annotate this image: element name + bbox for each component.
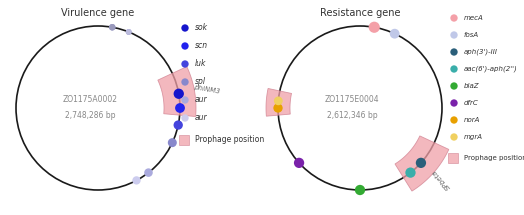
Point xyxy=(181,26,189,30)
Point xyxy=(450,84,458,88)
Point xyxy=(450,67,458,71)
Point xyxy=(274,106,282,110)
Point xyxy=(181,116,189,120)
Text: ZO1175A0002: ZO1175A0002 xyxy=(62,95,117,104)
Point xyxy=(406,171,414,174)
Point xyxy=(356,188,364,192)
Text: 2,612,346 bp: 2,612,346 bp xyxy=(326,112,377,120)
Text: mgrA: mgrA xyxy=(464,134,483,140)
Point xyxy=(450,16,458,20)
Point xyxy=(417,161,425,165)
Text: mecA: mecA xyxy=(464,15,484,21)
Bar xyxy=(179,135,189,145)
Text: norA: norA xyxy=(464,117,481,123)
Point xyxy=(174,92,183,95)
Point xyxy=(125,30,133,34)
Text: 2,748,286 bp: 2,748,286 bp xyxy=(65,112,115,120)
Point xyxy=(181,44,189,48)
Text: scn: scn xyxy=(195,41,208,51)
Point xyxy=(450,101,458,105)
Point xyxy=(132,179,140,182)
Text: SPbeta: SPbeta xyxy=(431,168,451,191)
Point xyxy=(450,33,458,37)
Point xyxy=(176,106,184,110)
Point xyxy=(174,123,182,127)
Point xyxy=(274,99,282,103)
Text: Prophage position: Prophage position xyxy=(195,135,264,144)
Polygon shape xyxy=(266,88,291,116)
Text: Prophage position: Prophage position xyxy=(464,155,524,161)
Point xyxy=(144,171,152,174)
Bar xyxy=(448,153,458,163)
Point xyxy=(295,161,303,165)
Polygon shape xyxy=(395,136,449,191)
Point xyxy=(450,118,458,122)
Text: Resistance gene: Resistance gene xyxy=(320,8,400,18)
Point xyxy=(181,80,189,84)
Text: luk: luk xyxy=(195,60,206,69)
Text: aac(6')-aph(2''): aac(6')-aph(2'') xyxy=(464,66,518,72)
Point xyxy=(181,98,189,102)
Text: dfrC: dfrC xyxy=(464,100,479,106)
Point xyxy=(370,26,378,29)
Point xyxy=(450,50,458,54)
Polygon shape xyxy=(158,67,196,117)
Text: aph(3')-III: aph(3')-III xyxy=(464,49,498,55)
Point xyxy=(181,62,189,66)
Point xyxy=(108,26,116,29)
Text: aur: aur xyxy=(195,95,208,104)
Point xyxy=(390,32,399,35)
Text: sok: sok xyxy=(195,23,208,32)
Point xyxy=(168,141,177,144)
Text: blaZ: blaZ xyxy=(464,83,479,89)
Text: ZO1175E0004: ZO1175E0004 xyxy=(325,95,379,104)
Point xyxy=(108,26,116,29)
Text: spl: spl xyxy=(195,77,206,86)
Text: fosA: fosA xyxy=(464,32,479,38)
Text: phiNM3: phiNM3 xyxy=(193,84,220,94)
Point xyxy=(125,30,133,34)
Point xyxy=(450,135,458,139)
Text: aur: aur xyxy=(195,114,208,123)
Text: Virulence gene: Virulence gene xyxy=(61,8,135,18)
